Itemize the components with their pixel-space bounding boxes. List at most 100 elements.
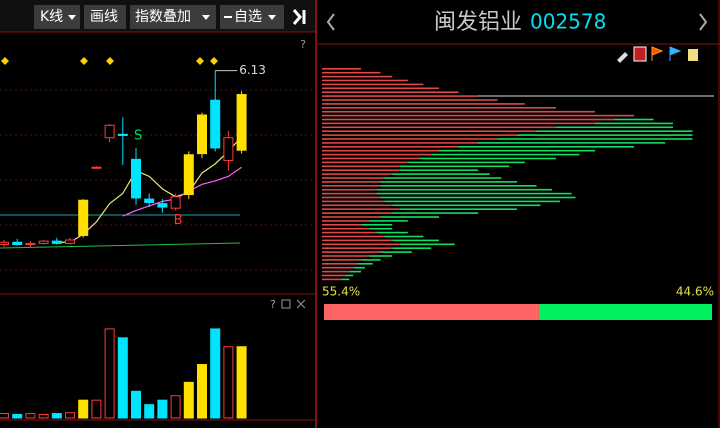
volume-bar [91, 399, 102, 419]
volume-bar [170, 395, 181, 419]
chip-bar-green [439, 149, 595, 152]
button-label: K线 [40, 9, 63, 25]
chip-bar-green [419, 157, 556, 160]
candle-body [38, 240, 49, 244]
chip-bar-red [322, 75, 393, 78]
tool-icon[interactable] [633, 46, 647, 62]
chip-bar-green [368, 220, 408, 222]
chip-bar-red [322, 212, 393, 214]
chip-bar-green [595, 122, 673, 125]
chip-bar-green [407, 161, 525, 164]
chip-bar-red [322, 118, 615, 121]
chip-bar-red [322, 146, 459, 148]
next-arrow[interactable] [699, 13, 708, 31]
ratio-green [538, 304, 712, 320]
chip-bar-red [322, 255, 369, 257]
volume-bar [157, 399, 168, 419]
chip-bar-red [322, 196, 381, 199]
overlay-button[interactable] [130, 5, 216, 29]
draw-button[interactable] [84, 5, 126, 29]
chip-bar-red [322, 185, 381, 187]
chip-bar-red [322, 200, 385, 203]
chip-bar-green [376, 231, 408, 234]
volume-bar [12, 413, 23, 419]
candle-body [78, 199, 89, 236]
chip-bar-green [380, 216, 439, 218]
chip-bar-green [614, 118, 654, 121]
chip-bar-red [322, 114, 634, 117]
chip-bar-red [322, 235, 385, 238]
collapse-icon[interactable] [292, 9, 306, 25]
volume-bar [38, 413, 49, 419]
candle-body [236, 94, 247, 151]
chip-bar-red [322, 83, 424, 86]
chip-bar-red [322, 107, 556, 109]
minus-icon [224, 16, 232, 18]
chip-bar-green [353, 266, 365, 269]
flag-icon[interactable] [651, 46, 664, 61]
ma-line [122, 166, 242, 217]
chip-bar-red [322, 278, 342, 281]
candle-body [144, 198, 155, 204]
chip-bar-green [368, 255, 393, 257]
volume-bar [197, 364, 207, 419]
volume-bar [144, 404, 155, 419]
dropdown-arrow [202, 15, 210, 20]
chip-bar-red [322, 243, 400, 246]
candle-body [0, 241, 9, 246]
button-label: 指数叠加 [135, 9, 191, 25]
flag-icon[interactable] [669, 46, 682, 61]
chip-bar-red [322, 247, 393, 249]
chip-bar-green [497, 138, 693, 140]
chip-bar-green [380, 251, 412, 253]
candle-body [12, 241, 23, 246]
maximize-icon[interactable] [281, 299, 291, 309]
chip-bar-green [392, 239, 439, 242]
chip-bar-red [322, 188, 377, 191]
ratio-red [324, 304, 539, 320]
chip-bar-green [517, 134, 693, 136]
chip-bar-green [400, 169, 478, 171]
chip-bar-green [384, 235, 424, 238]
button-label: 自选 [234, 9, 262, 25]
candle-body [131, 158, 141, 199]
chip-bar-green [361, 259, 381, 261]
pen-icon[interactable] [617, 52, 628, 63]
chip-bar-green [478, 142, 666, 144]
volume-bar [117, 337, 128, 419]
chip-bar-green [392, 212, 478, 214]
event-marker[interactable] [1, 57, 218, 65]
chip-bar-green [458, 146, 634, 148]
chip-bar-green [384, 177, 502, 179]
chip-bar-red [322, 122, 595, 125]
close-icon[interactable] [296, 299, 306, 309]
chip-bar-red [322, 266, 354, 269]
candle-body [170, 196, 181, 209]
note-icon[interactable] [688, 49, 698, 61]
chip-bar-red [322, 149, 439, 152]
chip-bar-red [322, 87, 439, 90]
chip-bar-red [322, 173, 393, 175]
chip-bar-red [322, 169, 400, 171]
candle-body [157, 203, 168, 208]
candle-body [25, 242, 36, 246]
help-icon[interactable]: ? [300, 38, 306, 51]
prev-arrow[interactable] [326, 13, 335, 31]
chip-bar-red [322, 224, 361, 226]
chip-bar-red [322, 177, 385, 179]
chip-bar-green [400, 165, 510, 168]
support-line [0, 242, 241, 249]
chip-bar-red [322, 95, 478, 97]
volume-bar [210, 328, 221, 419]
volume-bar [0, 413, 9, 419]
chip-bar-green [341, 278, 350, 281]
chip-bar-green [556, 126, 673, 129]
stock-name: 闽发铝业 [434, 10, 522, 35]
help-icon[interactable]: ? [270, 298, 276, 311]
chip-bar-green [345, 274, 354, 277]
ratio-label: 55.4% [322, 285, 360, 299]
chip-bar-red [322, 161, 408, 164]
volume-bar [78, 399, 89, 419]
chip-bar-red [322, 220, 369, 222]
ratio-label: 44.6% [676, 285, 714, 299]
